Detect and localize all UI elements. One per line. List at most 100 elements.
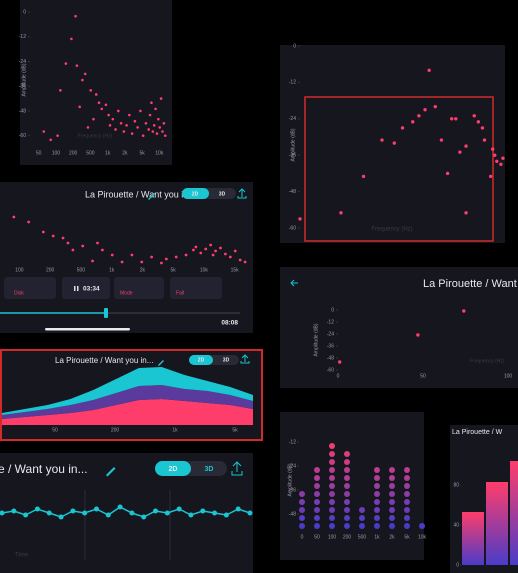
- point: [472, 114, 476, 118]
- x-tick-label: 50: [314, 534, 320, 540]
- pause-icon[interactable]: [77, 286, 79, 291]
- y-tick-label: -12: [327, 319, 334, 325]
- point: [12, 215, 16, 219]
- dot: [329, 491, 335, 497]
- dot: [344, 507, 350, 513]
- line: [1, 506, 251, 518]
- share-icon[interactable]: [237, 188, 247, 199]
- x-tick-label: 1k: [105, 150, 111, 156]
- dot: [299, 523, 305, 529]
- back-arrow[interactable]: [290, 279, 298, 287]
- point: [338, 360, 342, 364]
- dot: [314, 515, 320, 521]
- toggle-3d[interactable]: 3D: [219, 191, 226, 197]
- toggle-3d[interactable]: 3D: [205, 466, 214, 473]
- track-title: La Pirouette / Want you in...: [55, 356, 153, 365]
- toggle-active[interactable]: [189, 355, 213, 365]
- edit-icon[interactable]: [148, 193, 155, 200]
- point: [417, 114, 421, 118]
- bar: [462, 512, 484, 565]
- dot: [404, 483, 410, 489]
- point: [0, 510, 5, 516]
- point: [445, 171, 450, 176]
- x-tick-label: 100: [15, 267, 24, 273]
- chip[interactable]: [170, 277, 222, 299]
- share-icon[interactable]: [240, 354, 250, 364]
- dot: [374, 491, 380, 497]
- point: [162, 121, 166, 125]
- point: [86, 126, 90, 129]
- point: [499, 162, 503, 166]
- dot-column: [299, 491, 305, 529]
- point: [74, 14, 77, 18]
- y-tick-label: -36: [289, 487, 296, 493]
- y-tick-label: 0: [331, 307, 334, 313]
- x-label: Frequency (Hz): [78, 133, 113, 139]
- dot: [389, 483, 395, 489]
- bar: [510, 461, 518, 565]
- point: [75, 64, 79, 67]
- point: [96, 241, 99, 245]
- pause-icon[interactable]: [74, 286, 76, 291]
- toggle-active[interactable]: [155, 461, 191, 476]
- point: [23, 512, 29, 518]
- dot: [344, 499, 350, 505]
- point: [464, 144, 468, 148]
- y-tick-label: -36: [327, 343, 334, 349]
- point: [141, 134, 145, 137]
- share-icon[interactable]: [231, 461, 243, 476]
- x-tick-label: 15k: [231, 267, 240, 273]
- chip[interactable]: [62, 277, 110, 299]
- point: [58, 514, 64, 520]
- point: [105, 512, 111, 518]
- edit-icon[interactable]: [106, 467, 116, 477]
- x-tick-label: 200: [343, 534, 352, 540]
- x-tick-label: 2k: [140, 267, 146, 273]
- point: [158, 126, 162, 129]
- point: [238, 258, 242, 262]
- chip-label: Disk: [14, 290, 24, 296]
- dot: [374, 483, 380, 489]
- x-tick-label: 200: [46, 267, 55, 273]
- point: [491, 147, 495, 151]
- point: [160, 261, 163, 265]
- toggle-2d[interactable]: 2D: [198, 357, 205, 363]
- point: [501, 156, 505, 160]
- point: [117, 504, 123, 510]
- x-tick-label: 1k: [109, 267, 115, 273]
- chip-label: Mode: [120, 290, 133, 296]
- dot: [329, 459, 335, 465]
- edit-icon[interactable]: [158, 360, 164, 366]
- x-tick-label: 100: [52, 150, 61, 156]
- point: [194, 245, 198, 249]
- toggle-2d[interactable]: 2D: [192, 191, 199, 197]
- dot: [329, 451, 335, 457]
- dot: [344, 459, 350, 465]
- track-title: e / Want you in...: [0, 462, 88, 476]
- dot: [374, 499, 380, 505]
- dot: [404, 523, 410, 529]
- point: [66, 241, 70, 245]
- slider-thumb[interactable]: [104, 308, 108, 318]
- toggle-active[interactable]: [182, 188, 209, 199]
- x-tick-label: 500: [358, 534, 367, 540]
- y-tick-label: -24: [289, 463, 296, 469]
- point: [139, 109, 142, 113]
- dot: [344, 515, 350, 521]
- point: [119, 121, 123, 125]
- chip[interactable]: [114, 277, 164, 299]
- dot: [314, 483, 320, 489]
- y-tick-label: -48: [19, 108, 26, 114]
- toggle-3d[interactable]: 3D: [223, 357, 230, 363]
- point: [462, 309, 466, 313]
- y-tick-label: -12: [289, 439, 296, 445]
- x-tick-label: 10k: [200, 267, 209, 273]
- dot-column: [344, 451, 350, 529]
- x-tick-label: 50: [420, 373, 426, 379]
- dot: [314, 507, 320, 513]
- dot: [344, 491, 350, 497]
- toggle-2d[interactable]: 2D: [169, 466, 178, 473]
- dot: [329, 523, 335, 529]
- chip[interactable]: [4, 277, 56, 299]
